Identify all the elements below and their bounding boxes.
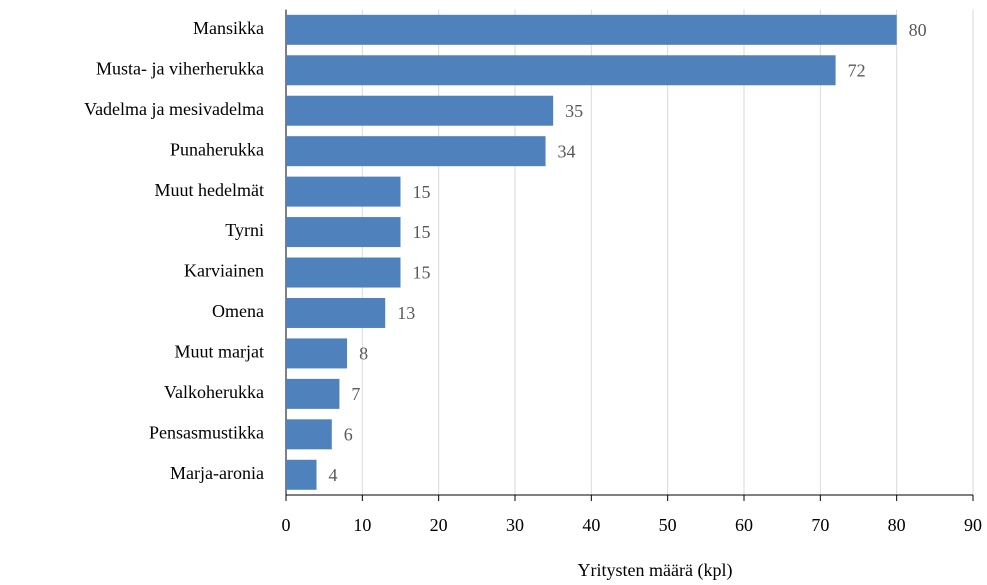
x-axis-label: Yritysten määrä (kpl)	[578, 560, 733, 581]
bar	[286, 55, 836, 86]
value-label: 6	[344, 424, 353, 444]
value-label: 13	[397, 303, 415, 323]
value-label: 34	[558, 141, 576, 161]
x-tick-label: 20	[430, 515, 448, 535]
bar	[286, 217, 401, 248]
bar	[286, 95, 554, 126]
value-label: 15	[413, 263, 431, 283]
bar	[286, 338, 348, 369]
x-tick-label: 50	[659, 515, 677, 535]
y-tick-label: Mansikka	[193, 18, 264, 38]
x-tick-label: 90	[964, 515, 982, 535]
bar	[286, 14, 897, 45]
y-tick-label: Pensasmustikka	[149, 422, 264, 442]
bar	[286, 176, 401, 207]
bar	[286, 136, 546, 167]
x-tick-label: 60	[735, 515, 753, 535]
y-tick-label: Tyrni	[225, 220, 264, 240]
y-tick-label: Muut marjat	[175, 342, 264, 362]
value-label: 80	[909, 20, 927, 40]
x-tick-label: 0	[282, 515, 291, 535]
x-tick-label: 40	[582, 515, 600, 535]
x-tick-label: 80	[888, 515, 906, 535]
y-tick-label: Muut hedelmät	[155, 180, 264, 200]
value-label: 15	[413, 182, 431, 202]
bar	[286, 378, 340, 409]
y-tick-label: Marja-aronia	[170, 463, 264, 483]
y-tick-label: Punaherukka	[170, 139, 264, 159]
bar	[286, 459, 317, 490]
value-label: 4	[329, 465, 338, 485]
value-label: 15	[413, 222, 431, 242]
x-tick-label: 30	[506, 515, 524, 535]
y-tick-label: Musta- ja viherherukka	[96, 58, 264, 78]
bar	[286, 297, 386, 328]
value-label: 72	[848, 60, 866, 80]
value-label: 7	[351, 384, 360, 404]
bar	[286, 419, 332, 450]
value-label: 35	[565, 101, 583, 121]
y-tick-label: Omena	[212, 301, 264, 321]
bar	[286, 257, 401, 288]
y-tick-label: Valkoherukka	[164, 382, 264, 402]
x-tick-label: 70	[811, 515, 829, 535]
y-tick-label: Vadelma ja mesivadelma	[84, 99, 264, 119]
x-tick-label: 10	[353, 515, 371, 535]
value-label: 8	[359, 344, 368, 364]
y-tick-label: Karviainen	[184, 261, 264, 281]
